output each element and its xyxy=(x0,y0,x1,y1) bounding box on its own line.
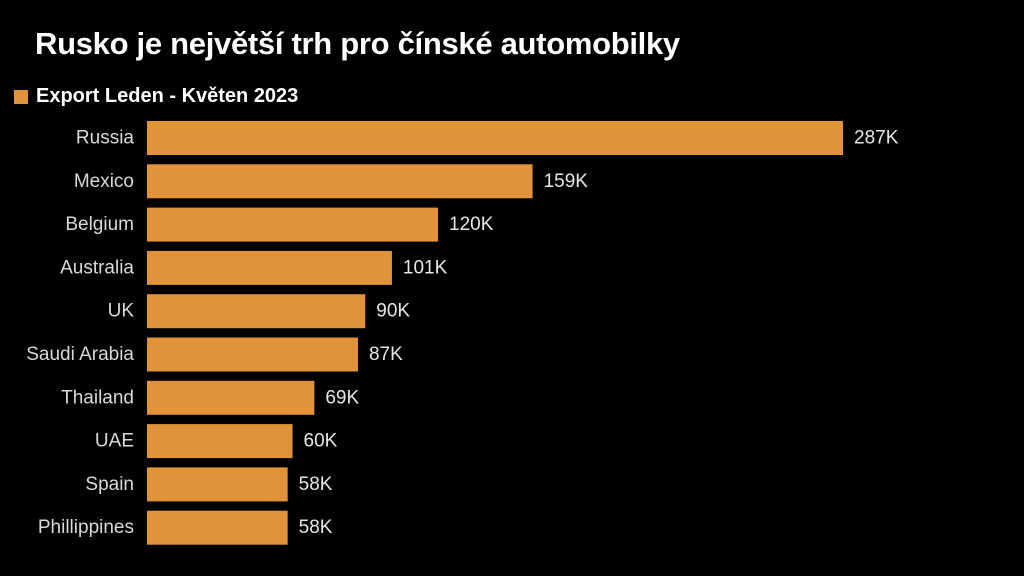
bar xyxy=(147,250,392,285)
value-label: 87K xyxy=(369,344,403,365)
category-label: UAE xyxy=(95,431,134,452)
category-label: Saudi Arabia xyxy=(26,344,134,365)
legend-label: Export Leden - Květen 2023 xyxy=(36,85,299,107)
bar xyxy=(147,294,366,329)
category-label: Thailand xyxy=(61,387,134,408)
category-label: Russia xyxy=(76,128,135,149)
bar xyxy=(147,424,293,459)
value-label: 58K xyxy=(299,517,333,538)
bar xyxy=(147,467,288,502)
value-label: 90K xyxy=(376,301,410,322)
legend: Export Leden - Květen 2023 xyxy=(14,85,298,108)
value-label: 58K xyxy=(299,474,333,495)
value-label: 287K xyxy=(854,128,899,149)
bar xyxy=(147,121,843,155)
bar xyxy=(147,164,533,199)
legend-swatch xyxy=(14,89,28,104)
value-label: 60K xyxy=(304,431,338,452)
category-label: Spain xyxy=(85,474,134,495)
category-label: UK xyxy=(108,301,135,322)
chart-title: Rusko je největší trh pro čínské automob… xyxy=(35,26,680,61)
value-label: 159K xyxy=(544,171,589,192)
bar xyxy=(147,337,358,372)
value-label: 120K xyxy=(449,214,494,235)
value-label: 101K xyxy=(403,257,448,278)
bar xyxy=(147,510,288,545)
bar xyxy=(147,380,315,415)
value-label: 69K xyxy=(325,387,359,408)
category-label: Phillippines xyxy=(38,517,134,538)
category-label: Mexico xyxy=(74,171,134,192)
bar xyxy=(147,207,439,242)
category-label: Australia xyxy=(60,257,134,278)
category-label: Belgium xyxy=(65,214,134,235)
